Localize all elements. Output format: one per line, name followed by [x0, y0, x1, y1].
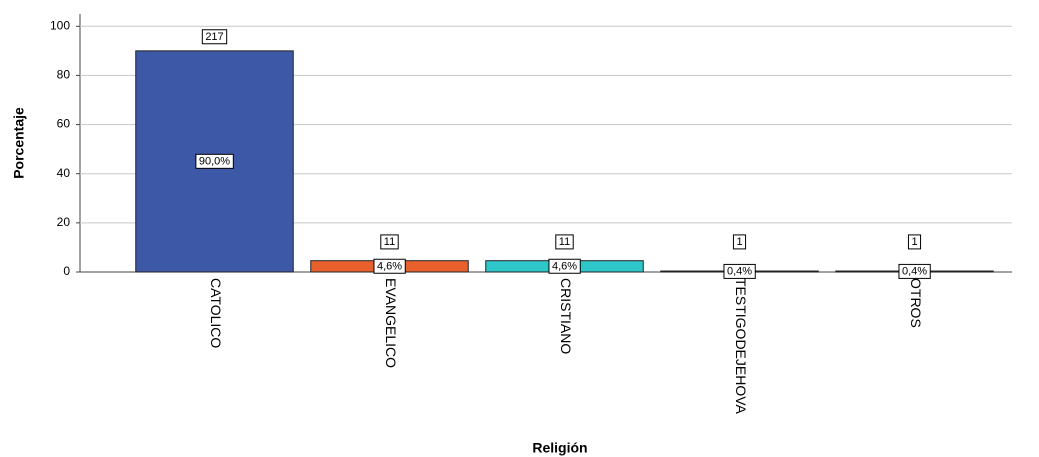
- y-tick-label: 40: [57, 166, 71, 180]
- x-tick-label: CRISTIANO: [558, 278, 574, 354]
- x-tick-label: EVANGELICO: [383, 278, 399, 368]
- count-label: 217: [205, 31, 223, 43]
- x-tick-label: CATOLICO: [208, 278, 224, 348]
- count-label: 1: [736, 236, 742, 248]
- count-label-box: [732, 234, 747, 250]
- count-label: 11: [384, 236, 395, 248]
- y-tick-label: 20: [57, 215, 71, 229]
- x-tick-label: OTROS: [908, 278, 924, 328]
- value-label-box: [898, 263, 931, 279]
- y-tick-label: 0: [63, 264, 70, 278]
- x-tick-label: TESTIGODEJEHOVA: [733, 278, 749, 415]
- count-label-box: [201, 29, 228, 45]
- count-label-box: [380, 234, 399, 250]
- value-label: 90,0%: [199, 155, 230, 167]
- value-label: 0,4%: [902, 265, 927, 277]
- y-axis-title: Porcentaje: [11, 107, 27, 179]
- x-axis-title: Religión: [532, 440, 587, 456]
- value-label: 4,6%: [552, 260, 577, 272]
- value-label-box: [723, 263, 756, 279]
- value-label-box: [548, 258, 581, 274]
- count-label-box: [907, 234, 922, 250]
- count-label: 11: [559, 236, 570, 248]
- y-tick-label: 60: [57, 117, 71, 131]
- value-label: 4,6%: [377, 260, 402, 272]
- y-tick-label: 80: [57, 68, 71, 82]
- y-tick-label: 100: [50, 18, 70, 32]
- count-label-box: [555, 234, 574, 250]
- count-label: 1: [911, 236, 917, 248]
- value-label-box: [373, 258, 406, 274]
- value-label: 0,4%: [727, 265, 752, 277]
- value-label-box: [195, 153, 234, 169]
